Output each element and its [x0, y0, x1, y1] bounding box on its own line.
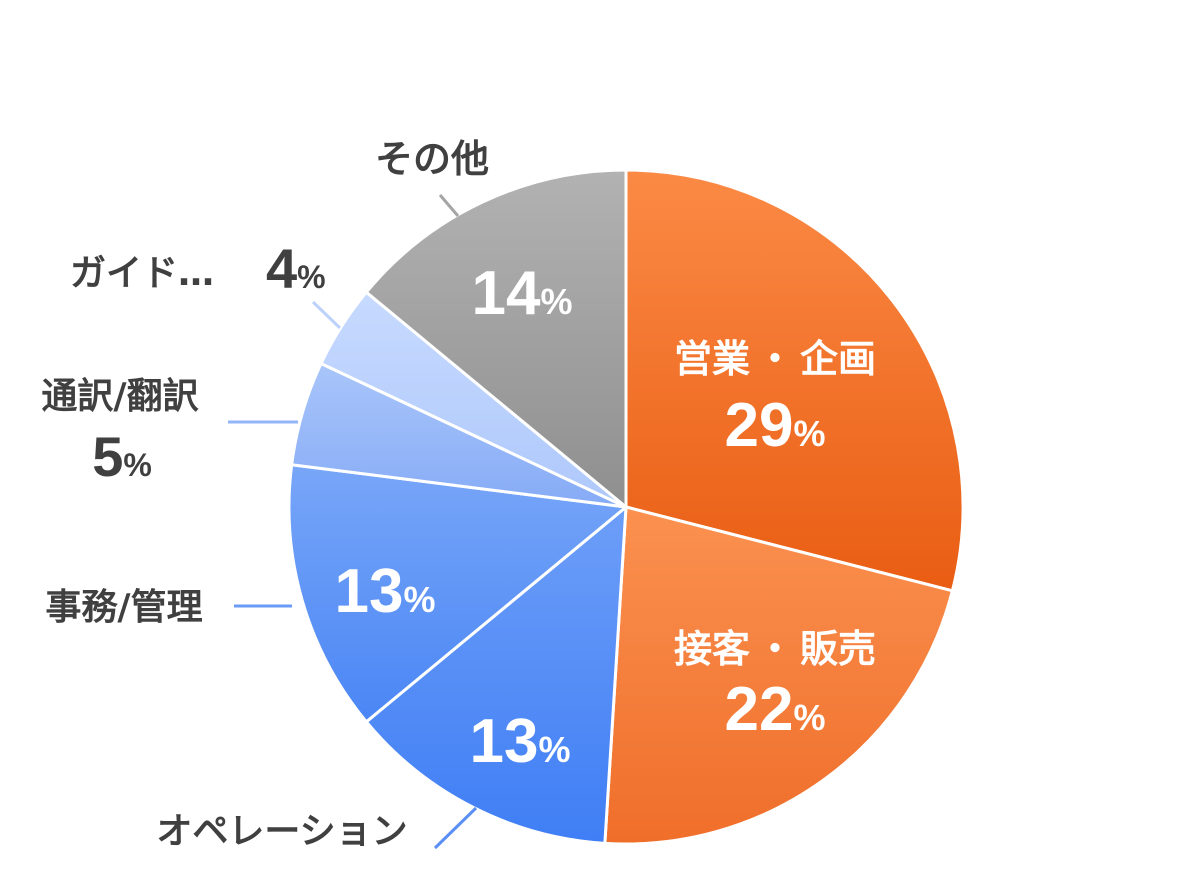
pie-slice-sekkyaku — [603, 505, 954, 846]
slice-label-eigyo: 営業・企画 — [674, 337, 876, 381]
slice-value-eigyo: 29% — [725, 391, 826, 460]
slice-label-sonota: その他 — [375, 137, 489, 181]
leader-line-guide — [311, 300, 342, 330]
slice-value-tsuyaku: 5% — [92, 425, 152, 488]
pie-slice-jimu — [287, 463, 628, 724]
slice-value-guide: 4% — [266, 237, 326, 300]
slice-label-tsuyaku: 通訳/翻訳 — [41, 376, 199, 417]
pie-slice-sonota — [364, 168, 628, 509]
pie-slice-operation — [364, 505, 628, 845]
slice-label-guide: ガイド… — [70, 253, 214, 294]
pie-slice-eigyo — [624, 168, 965, 593]
slice-label-sekkyaku: 接客・販売 — [674, 627, 876, 671]
slice-value-sekkyaku: 22% — [725, 675, 826, 744]
slice-value-jimu: 13% — [335, 557, 436, 626]
slice-value-sonota: 14% — [472, 259, 573, 328]
slice-value-operation: 13% — [470, 707, 571, 776]
leader-line-operation — [433, 806, 478, 850]
slice-label-jimu: 事務/管理 — [45, 587, 202, 628]
slice-label-operation: オペレーション — [156, 811, 407, 852]
leader-line-sonota — [438, 194, 460, 217]
